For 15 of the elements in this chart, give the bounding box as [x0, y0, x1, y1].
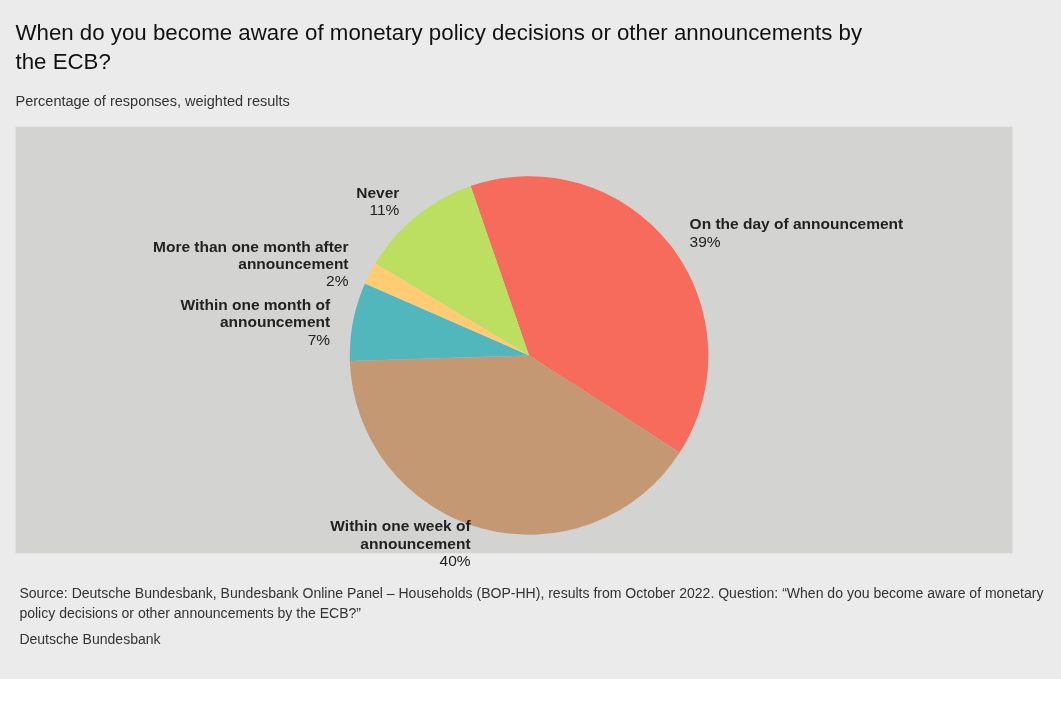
slice-label: Never	[356, 183, 400, 201]
source-note: Source: Deutsche Bundesbank, Bundesbank Online Panel – Households (BOP-HH), results from October 2022. Question: “When do you become aware of monetary policy decisions or other announcements by the ECB?”	[19, 584, 1044, 622]
chart-title: When do you become aware of monetary policy decisions or other announcements by the ECB?	[15, 19, 863, 74]
data-label: 40%	[439, 552, 471, 570]
slice-label: More than one month after announcement	[153, 237, 349, 273]
data-label: 39%	[689, 232, 721, 250]
pie-slice	[349, 283, 530, 361]
data-label: 11%	[369, 201, 400, 219]
data-label: 7%	[307, 330, 331, 348]
chart-subtitle: Percentage of responses, weighted results	[15, 93, 290, 110]
slice-label: Within one month of announcement	[180, 295, 331, 331]
slice-label: Within one week of announcement	[330, 517, 472, 552]
slice-label: On the day of announcement	[689, 215, 904, 233]
data-label: 2%	[326, 272, 349, 290]
text: Deutsche Bundesbank	[19, 631, 162, 648]
